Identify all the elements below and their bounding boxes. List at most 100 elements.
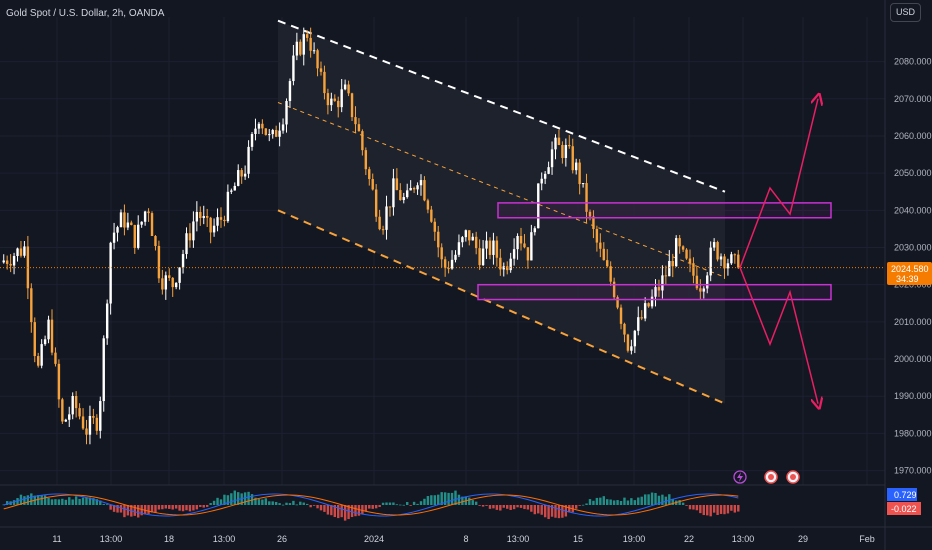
current-price-value: 2024.580 [891,264,929,274]
macd-bar [481,505,485,507]
candle-body [712,242,716,248]
candle-body [188,233,192,241]
candle-body [171,277,174,288]
overlays [0,99,885,404]
macd-bar [40,494,43,505]
candle-body [150,213,154,237]
macd-bar [523,505,526,510]
macd-bar [368,505,371,509]
candle-body [309,37,312,51]
candle-body [471,236,474,241]
macd-bar [12,500,16,505]
candle-body [557,137,561,145]
candle-body [126,222,130,228]
candle-body [461,237,464,243]
candle-body [119,212,123,228]
flash-event-icon[interactable] [733,470,747,484]
candle-body [730,254,733,264]
macd-bar [195,505,199,510]
macd-bar [192,505,195,511]
macd-bar [626,500,630,505]
macd-bar [578,505,581,506]
macd-bar [602,496,605,505]
macd-bar [147,505,150,514]
macd-bar [140,505,143,516]
macd-bar [712,505,716,513]
macd-bar [530,505,533,512]
candle-body [254,128,257,135]
candle-body [354,117,357,125]
candle-body [416,185,419,190]
macd-bar [123,505,126,518]
price-axis[interactable]: 2080.000 2070.000 2060.000 2050.000 2040.000… [894,57,932,476]
macd-bar [416,503,419,505]
candle-body [247,146,250,174]
candle-body [440,247,443,260]
macd-bar [199,505,202,507]
candle-body [237,170,240,186]
candle-body [699,288,702,292]
candle-body [506,266,509,271]
candle-body [274,130,278,137]
time-tick-12: 29 [798,534,808,544]
candle-body [454,254,457,260]
macd-bar [74,496,78,505]
macd-bar [506,505,509,509]
candle-body [295,41,299,56]
candle-body [305,34,309,38]
macd-bar [85,497,88,505]
macd-bar [443,492,447,505]
macd-bar [488,505,492,509]
macd-bar [109,505,112,510]
candle-body [285,100,288,125]
candle-body [374,189,378,217]
candle-body [571,146,574,171]
macd-bar [499,505,502,511]
candle-body [112,232,116,243]
candle-body [226,191,230,222]
macd-bar [374,505,378,509]
macd-bar [202,505,205,508]
macd-bar [88,497,92,505]
macd-bar [95,499,99,505]
macd-bar [457,494,461,505]
macd-bar [157,505,161,510]
macd-bar [343,505,347,521]
macd-bar [402,504,405,506]
candle-body [12,256,16,266]
candle-body [68,414,71,420]
macd-bar [226,495,230,505]
candle-body [468,230,471,241]
candle-body [695,275,699,289]
time-axis[interactable]: 11 13:00 18 13:00 26 2024 8 13:00 15 19:00 22 13:00… [52,534,874,544]
macd-bar [5,501,9,505]
macd-bar [612,500,616,505]
macd-bar [657,495,661,505]
candle-body [537,183,540,229]
macd-bar [671,498,674,505]
candle-body [437,231,440,248]
macd-bar [295,504,299,506]
macd-bar [116,505,119,513]
macd-bar [174,505,178,509]
macd-bar [371,505,374,509]
macd-value-labels: 0.729 -0.022 [887,488,921,515]
candle-body [299,41,302,55]
macd-bar [412,501,416,505]
candle-body [292,55,295,82]
candle-body [123,212,126,228]
macd-bar [268,501,271,505]
currency-button[interactable]: USD [890,3,921,22]
macd-bar [99,500,102,505]
macd-bar [699,505,702,514]
macd-bar [16,498,19,505]
candle-body [726,263,730,269]
candle-body [19,248,23,256]
candle-body [637,317,640,331]
macd-bar [254,497,257,505]
signal-line [3,494,739,516]
macd-bar [406,502,409,505]
macd-bar [540,505,543,515]
event-icons[interactable] [733,470,800,484]
